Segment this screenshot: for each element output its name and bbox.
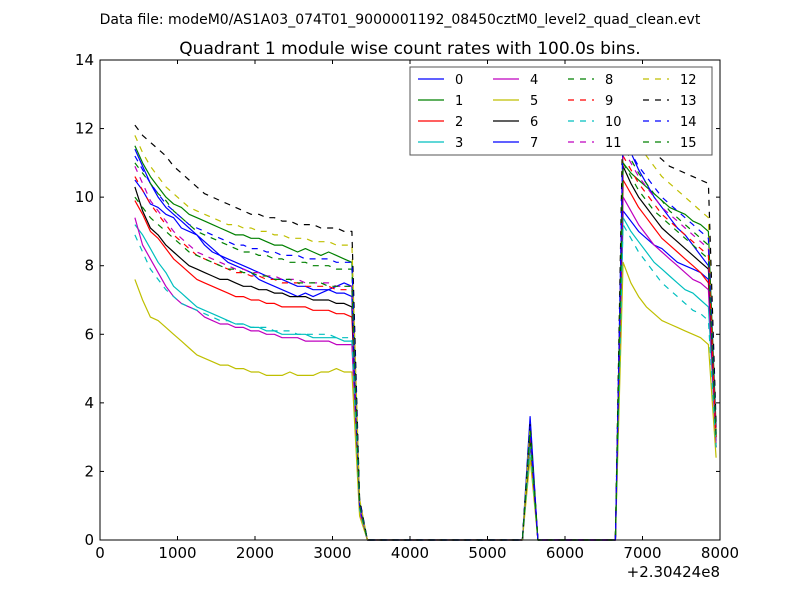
figure-suptitle: Data file: modeM0/AS1A03_074T01_90000011… [100,12,701,28]
series-line-11 [134,148,717,541]
y-tick-label: 12 [75,120,94,138]
legend-label-10: 10 [605,115,622,130]
series-line-9 [134,155,717,541]
legend-label-4: 4 [530,73,538,88]
chart-title: Quadrant 1 module wise count rates with … [179,39,640,59]
x-tick-label: 3000 [313,544,351,562]
legend-label-7: 7 [530,136,538,151]
legend-label-13: 13 [680,94,697,109]
y-tick-label: 2 [84,462,94,480]
axes-layer: 0 1000 2000 3000 4000 5000 6000 7000 80000246810… [75,51,739,562]
series-line-1 [134,145,717,541]
legend-label-0: 0 [455,73,463,88]
legend-box [409,66,713,156]
series-line-10 [134,224,717,541]
legend-label-8: 8 [605,73,613,88]
series-line-4 [134,196,717,541]
y-tick-label: 4 [84,394,94,412]
y-tick-label: 10 [75,188,94,206]
legend-label-14: 14 [680,115,697,130]
y-tick-label: 14 [75,51,94,69]
x-tick-label: 0 [95,544,105,562]
series-line-14 [134,134,717,541]
x-tick-label: 5000 [468,544,506,562]
x-tick-label: 7000 [623,544,661,562]
x-tick-label: 8000 [701,544,739,562]
series-line-6 [134,165,717,541]
series-line-15 [134,162,717,541]
legend-label-9: 9 [605,94,613,109]
series-layer [134,100,717,541]
x-tick-label: 4000 [391,544,429,562]
series-line-8 [134,145,717,541]
y-tick-label: 6 [84,325,94,343]
legend-label-3: 3 [455,136,463,151]
series-line-2 [134,179,717,541]
legend-label-11: 11 [605,136,622,151]
legend-label-2: 2 [455,115,463,130]
legend-label-1: 1 [455,94,463,109]
series-line-5 [134,261,717,541]
x-tick-label: 1000 [158,544,196,562]
x-tick-label: 2000 [236,544,274,562]
y-tick-label: 8 [84,257,94,275]
legend-label-5: 5 [530,94,538,109]
legend-label-12: 12 [680,73,697,88]
series-line-0 [134,179,717,541]
series-line-7 [134,131,717,541]
legend-label-15: 15 [680,136,697,151]
y-tick-label: 0 [84,531,94,549]
x-tick-label: 6000 [546,544,584,562]
x-offset-label: +2.30424e8 [627,563,720,581]
legend-label-6: 6 [530,115,538,130]
plot-frame [99,59,721,541]
